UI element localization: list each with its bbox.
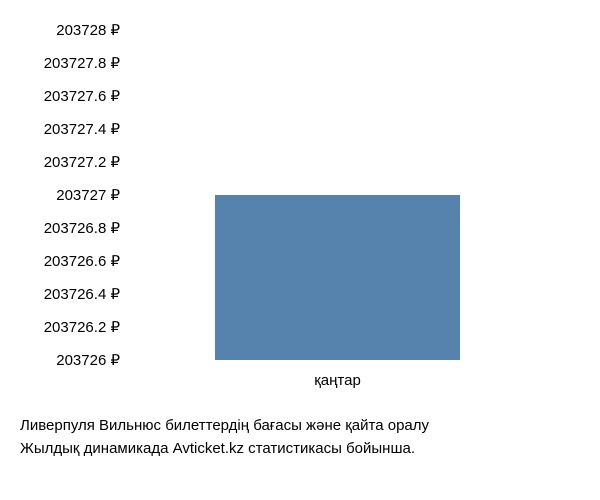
- y-tick-label: 203728 ₽: [56, 21, 120, 39]
- caption-line-1: Ливерпуля Вильнюс билеттердің бағасы жән…: [20, 415, 429, 438]
- y-tick-label: 203727.8 ₽: [44, 54, 120, 72]
- y-tick-label: 203726 ₽: [56, 351, 120, 369]
- y-tick-label: 203727 ₽: [56, 186, 120, 204]
- y-tick-label: 203726.6 ₽: [44, 252, 120, 270]
- y-tick-label: 203726.2 ₽: [44, 318, 120, 336]
- y-tick-label: 203727.6 ₽: [44, 87, 120, 105]
- plot-area: қаңтар: [130, 30, 590, 360]
- y-tick-label: 203727.2 ₽: [44, 153, 120, 171]
- bar: [215, 195, 460, 360]
- chart-container: 203728 ₽ 203727.8 ₽ 203727.6 ₽ 203727.4 ₽ 20…: [0, 0, 600, 500]
- caption-line-2: Жылдық динамикада Avticket.kz статистика…: [20, 438, 429, 461]
- y-axis: 203728 ₽203727.8 ₽203727.6 ₽203727.4 ₽20…: [0, 30, 130, 360]
- y-tick-label: 203726.4 ₽: [44, 285, 120, 303]
- chart-caption: Ливерпуля Вильнюс билеттердің бағасы жән…: [20, 415, 429, 460]
- y-tick-label: 203727.4 ₽: [44, 120, 120, 138]
- y-tick-label: 203726.8 ₽: [44, 219, 120, 237]
- x-tick-label: қаңтар: [314, 372, 361, 389]
